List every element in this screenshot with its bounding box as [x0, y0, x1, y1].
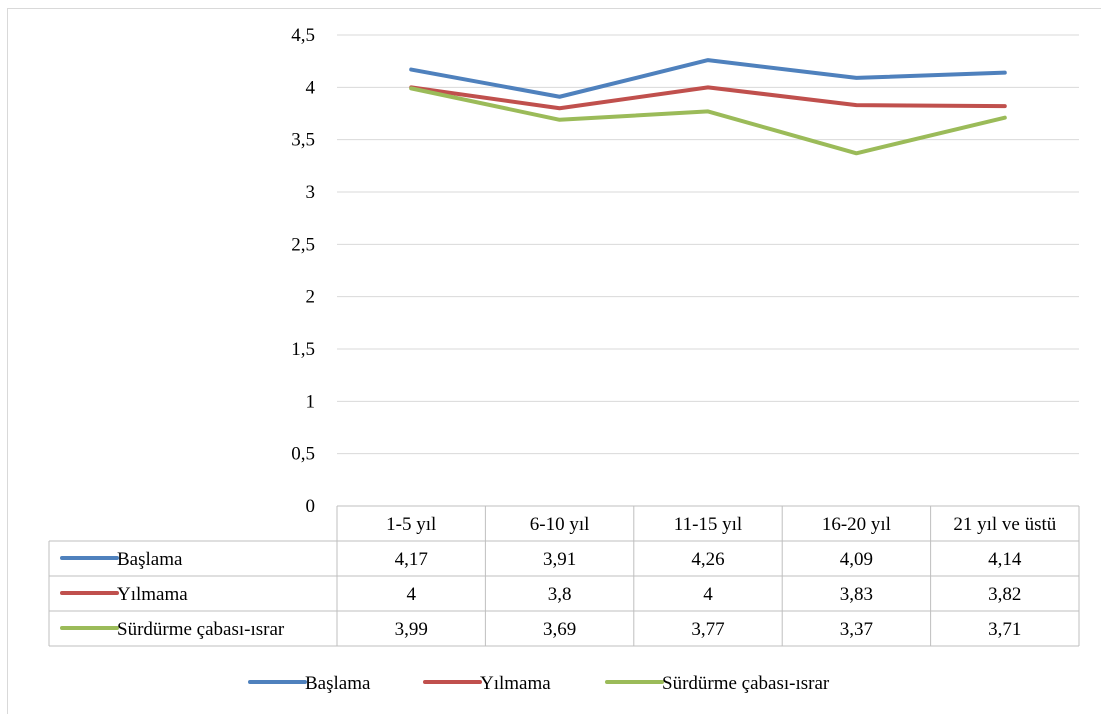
data-label: 4,26 [691, 549, 724, 570]
data-label: 3,77 [691, 619, 724, 640]
y-tick-label: 4 [306, 77, 316, 98]
x-category-label: 11-15 yıl [674, 514, 742, 535]
data-label: 3,71 [988, 619, 1021, 640]
legend-label: Yılmama [480, 673, 551, 694]
gridlines [337, 34, 1079, 455]
series-line-3 [409, 86, 1007, 156]
legend-label: Başlama [305, 673, 371, 694]
series-line-2 [409, 85, 1007, 111]
y-tick-label: 2,5 [291, 234, 315, 255]
y-tick-label: 4,5 [291, 25, 315, 46]
data-label: 4,09 [840, 549, 873, 570]
x-category-label: 21 yıl ve üstü [953, 514, 1056, 535]
data-label: 4,14 [988, 549, 1022, 570]
data-table: 1-5 yıl 6-10 yıl 11-15 yıl 16-20 yıl 21 yıl … [48, 505, 1080, 647]
data-label: 3,91 [543, 549, 576, 570]
row-series-label: Yılmama [117, 584, 188, 605]
data-label: 4,17 [395, 549, 428, 570]
row-series-label: Sürdürme çabası-ısrar [117, 619, 285, 640]
y-tick-label: 3,5 [291, 130, 315, 151]
y-tick-label: 2 [306, 287, 316, 308]
series-line-1 [409, 58, 1007, 99]
legend: Başlama Yılmama Sürdürme çabası-ısrar [248, 673, 830, 694]
x-category-label: 6-10 yıl [530, 514, 590, 535]
data-label: 3,69 [543, 619, 576, 640]
data-label: 3,99 [395, 619, 428, 640]
y-tick-label: 1,5 [291, 339, 315, 360]
y-axis: 0 0,5 1 1,5 2 2,5 3 3,5 4 4,5 [291, 25, 315, 517]
data-label: 3,8 [548, 584, 572, 605]
legend-label: Sürdürme çabası-ısrar [662, 673, 830, 694]
row-series-label: Başlama [117, 549, 183, 570]
chart-frame [7, 8, 1101, 714]
data-label: 4 [703, 584, 713, 605]
y-tick-label: 1 [306, 391, 316, 412]
y-tick-label: 0,5 [291, 444, 315, 465]
data-label: 3,83 [840, 584, 873, 605]
series-lines [409, 58, 1007, 156]
y-tick-label: 0 [306, 496, 316, 517]
x-category-label: 16-20 yıl [822, 514, 891, 535]
data-label: 3,37 [840, 619, 873, 640]
y-tick-label: 3 [306, 182, 316, 203]
x-category-label: 1-5 yıl [386, 514, 436, 535]
data-label: 4 [406, 584, 416, 605]
data-label: 3,82 [988, 584, 1021, 605]
